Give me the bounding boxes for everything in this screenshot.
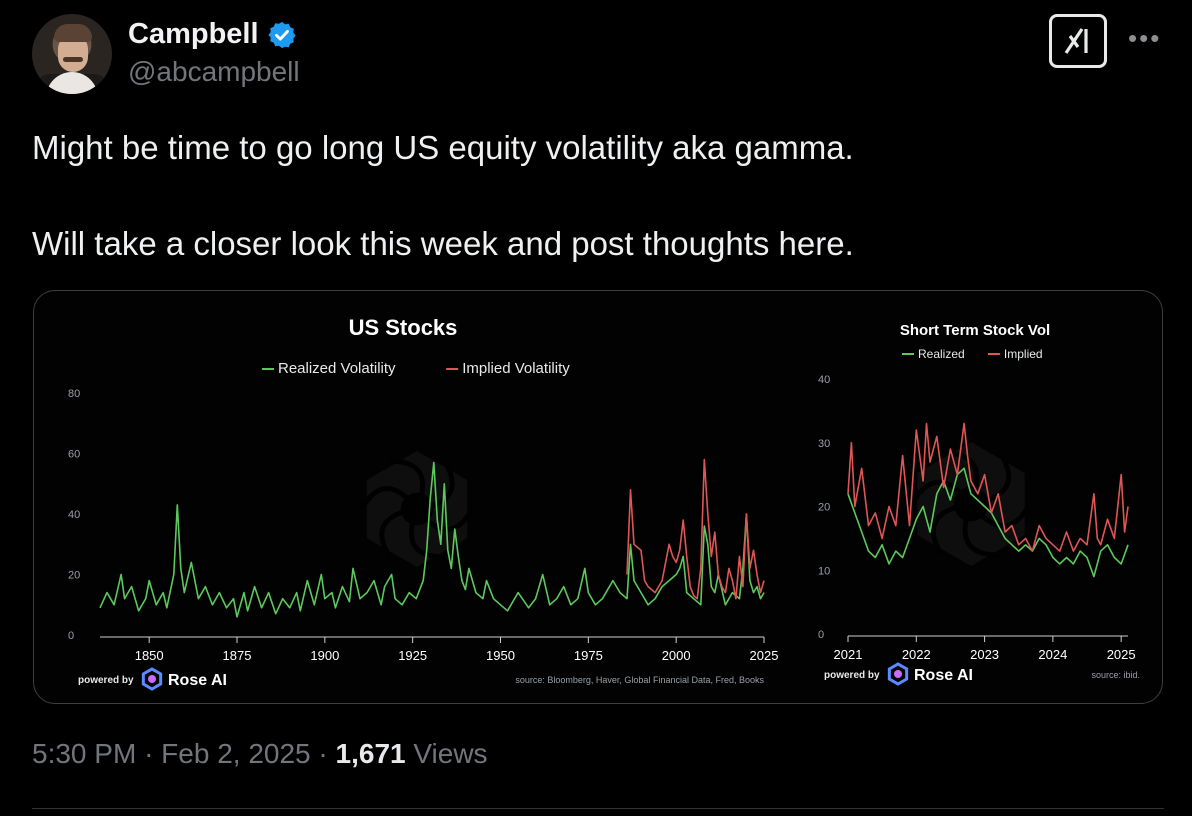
- rose-ai-dot: [894, 670, 902, 678]
- grok-button[interactable]: [1049, 14, 1107, 68]
- y-tick-label: 30: [818, 438, 830, 450]
- y-tick-label: 0: [818, 629, 824, 641]
- chart-title: US Stocks: [349, 315, 458, 340]
- rose-ai-hexagon: [887, 662, 909, 686]
- avatar[interactable]: [32, 14, 112, 94]
- x-tick-label: 2021: [834, 647, 863, 662]
- watermark-hexagon: [917, 442, 1025, 566]
- avatar-hair: [54, 24, 92, 42]
- x-tick-label: 2000: [662, 648, 691, 663]
- tweet-line-1: Might be time to go long US equity volat…: [32, 129, 854, 166]
- chart-source: source: Bloomberg, Haver, Global Financi…: [515, 675, 764, 685]
- tweet-time[interactable]: 5:30 PM: [32, 738, 137, 769]
- chart-short-term-stock-vol: Short Term Stock Vol Realized Implied 0 10 20…: [818, 322, 1140, 686]
- grok-logo-icon: [1064, 28, 1088, 54]
- rose-ai-logo-icon: [887, 662, 909, 686]
- author-name[interactable]: Campbell: [128, 18, 259, 50]
- powered-by-label: powered by: [78, 675, 134, 686]
- watermark-swirl: [962, 503, 1001, 558]
- powered-by-label: powered by: [824, 670, 880, 681]
- watermark-center: [400, 492, 434, 526]
- brand-label: Rose AI: [914, 667, 973, 684]
- x-tick-label: 1975: [574, 648, 603, 663]
- rose-ai-dot: [148, 675, 156, 683]
- brand-label: Rose AI: [168, 672, 227, 689]
- legend-label: Implied: [1004, 347, 1043, 361]
- x-tick-label: 1900: [310, 648, 339, 663]
- chart-us-stocks: US Stocks Realized Volatility Implied Vola…: [68, 315, 779, 691]
- watermark-swirl: [969, 502, 1033, 529]
- legend-label: Realized: [918, 347, 965, 361]
- watermark-swirl: [970, 451, 1012, 507]
- views-label[interactable]: Views: [413, 738, 488, 769]
- y-tick-label: 10: [818, 565, 830, 577]
- series-line-implied: [847, 422, 1129, 552]
- views-count[interactable]: 1,671: [335, 738, 406, 769]
- rose-ai-hexagon: [141, 667, 163, 691]
- chart-source: source: ibid.: [1091, 670, 1140, 680]
- x-tick-label: 2025: [750, 648, 779, 663]
- x-tick-label: 1875: [223, 648, 252, 663]
- chart-title: Short Term Stock Vol: [900, 322, 1050, 339]
- x-tick-label: 1850: [135, 648, 164, 663]
- tweet-text: Might be time to go long US equity volat…: [32, 124, 1152, 268]
- watermark-logo: [359, 451, 475, 567]
- avatar-mustache: [63, 57, 83, 62]
- x-tick-label: 2023: [970, 647, 999, 662]
- x-tick-label: 1950: [486, 648, 515, 663]
- legend-label: Realized Volatility: [278, 360, 396, 377]
- tweet-media-image[interactable]: US Stocks Realized Volatility Implied Vola…: [33, 290, 1163, 704]
- y-tick-label: 0: [68, 630, 74, 642]
- y-tick-label: 20: [818, 502, 830, 514]
- y-tick-label: 20: [68, 570, 80, 582]
- watermark-swirl: [359, 486, 419, 511]
- legend-label: Implied Volatility: [462, 360, 570, 377]
- watermark-swirl: [389, 458, 426, 510]
- watermark-swirl: [379, 506, 418, 559]
- watermark-center: [953, 486, 989, 522]
- watermark-hexagon: [366, 451, 468, 567]
- chart-canvas: US Stocks Realized Volatility Implied Vola…: [68, 315, 1140, 691]
- avatar-shirt: [46, 72, 98, 94]
- y-tick-label: 60: [68, 449, 80, 461]
- watermark-swirl: [416, 459, 455, 512]
- y-tick-label: 40: [818, 374, 830, 386]
- divider: [32, 808, 1164, 809]
- author-handle[interactable]: @abcampbell: [128, 56, 300, 87]
- x-tick-label: 2025: [1107, 647, 1136, 662]
- meta-separator: ·: [144, 738, 154, 769]
- watermark-logo: [909, 442, 1033, 566]
- series-line-realized: [847, 467, 1129, 578]
- watermark-swirl: [930, 501, 972, 557]
- more-options-icon[interactable]: •••: [1128, 23, 1162, 53]
- x-tick-label: 2024: [1038, 647, 1067, 662]
- rose-ai-logo-icon: [141, 667, 163, 691]
- tweet-date[interactable]: Feb 2, 2025: [161, 738, 311, 769]
- series-line-implied: [626, 458, 765, 600]
- series-line-realized: [99, 461, 765, 618]
- watermark-swirl: [408, 508, 445, 560]
- tweet-meta: 5:30 PM · Feb 2, 2025 · 1,671 Views: [32, 738, 488, 770]
- x-tick-label: 1925: [398, 648, 427, 663]
- tweet-line-2: Will take a closer look this week and po…: [32, 225, 854, 262]
- y-tick-label: 80: [68, 388, 80, 400]
- verified-badge-icon[interactable]: [267, 20, 297, 50]
- y-tick-label: 40: [68, 509, 80, 521]
- meta-separator: ·: [318, 738, 328, 769]
- author-name-row: Campbell: [128, 18, 297, 51]
- x-tick-label: 2022: [902, 647, 931, 662]
- watermark-swirl: [909, 479, 973, 506]
